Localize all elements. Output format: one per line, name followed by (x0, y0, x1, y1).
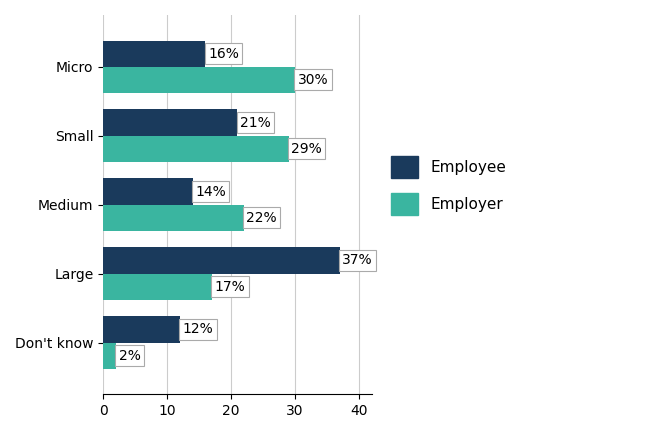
Text: 30%: 30% (297, 73, 328, 87)
Bar (103, 247, 339, 274)
Bar (103, 274, 212, 300)
Bar (103, 136, 289, 162)
Text: 17%: 17% (214, 280, 245, 294)
Bar (103, 67, 295, 93)
Text: 29%: 29% (291, 142, 322, 156)
Text: 22%: 22% (247, 211, 277, 225)
Legend: Employee, Employer: Employee, Employer (385, 150, 513, 221)
Bar (103, 317, 180, 343)
Text: 37%: 37% (342, 253, 373, 268)
Bar (103, 343, 116, 369)
Bar (103, 205, 244, 231)
Bar (103, 178, 193, 205)
Bar (103, 110, 238, 136)
Text: 12%: 12% (182, 323, 214, 336)
Text: 14%: 14% (195, 184, 226, 199)
Text: 21%: 21% (240, 116, 271, 129)
Text: 16%: 16% (208, 47, 239, 61)
Bar (103, 41, 206, 67)
Text: 2%: 2% (119, 349, 140, 363)
